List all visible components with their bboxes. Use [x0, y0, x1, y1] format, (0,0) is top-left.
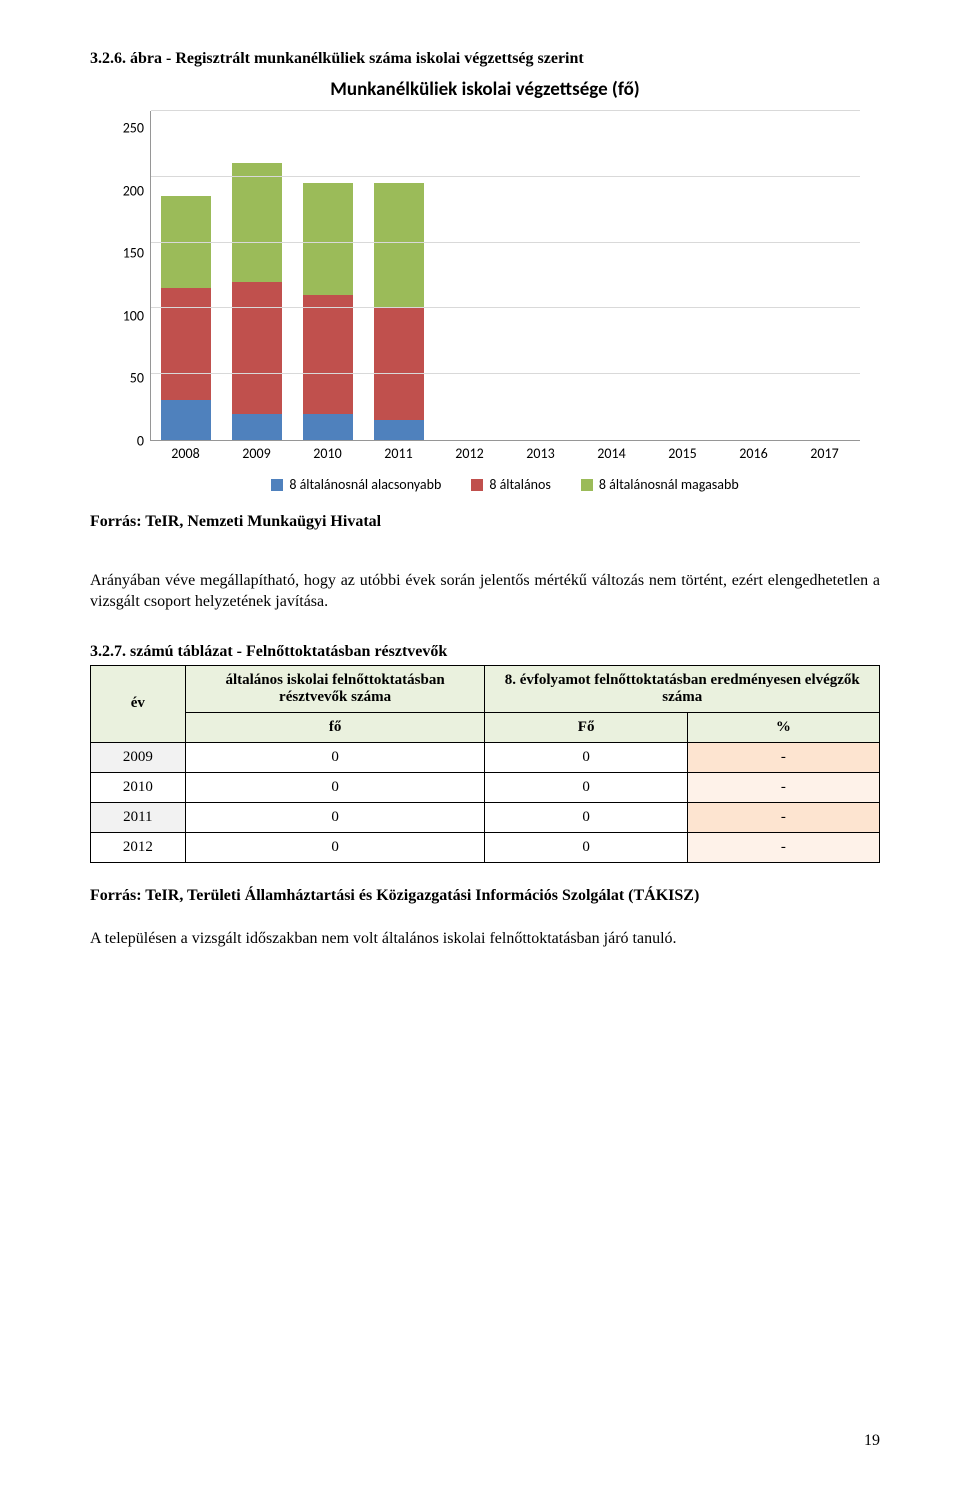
bar-segment — [303, 295, 353, 414]
table-row: 201100- — [91, 802, 880, 832]
x-tick: 2010 — [303, 445, 353, 462]
table-cell: 0 — [185, 742, 485, 772]
bar-segment — [161, 288, 211, 400]
col-year: év — [91, 665, 186, 742]
subcol-pct: % — [687, 712, 879, 742]
bar-segment — [374, 183, 424, 308]
legend-item: 8 általánosnál magasabb — [581, 476, 739, 493]
page-number: 19 — [864, 1432, 880, 1450]
x-tick: 2008 — [161, 445, 211, 462]
bar-column — [232, 163, 282, 440]
col-graduates: 8. évfolyamot felnőttoktatásban eredmény… — [485, 665, 880, 712]
bar-column — [161, 196, 211, 440]
bar-column — [374, 183, 424, 440]
table-row: 201000- — [91, 772, 880, 802]
chart-container: Munkanélküliek iskolai végzettsége (fő) … — [110, 78, 860, 493]
x-tick: 2014 — [587, 445, 637, 462]
table-cell: - — [687, 832, 879, 862]
table-cell: - — [687, 772, 879, 802]
y-tick: 50 — [130, 370, 144, 387]
bar-segment — [232, 282, 282, 414]
chart-title: Munkanélküliek iskolai végzettsége (fő) — [110, 78, 860, 101]
y-tick: 200 — [123, 182, 144, 199]
y-tick: 150 — [123, 245, 144, 262]
table-cell: 0 — [485, 832, 687, 862]
legend-swatch — [581, 479, 593, 491]
legend-item: 8 általános — [471, 476, 551, 493]
table-cell: 0 — [185, 832, 485, 862]
table-row: 200900- — [91, 742, 880, 772]
x-tick: 2016 — [729, 445, 779, 462]
analysis-paragraph: Arányában véve megállapítható, hogy az u… — [90, 571, 880, 613]
table-cell: 2009 — [91, 742, 186, 772]
subcol-fo2: Fő — [485, 712, 687, 742]
legend-label: 8 általánosnál magasabb — [599, 476, 739, 493]
legend-swatch — [471, 479, 483, 491]
bar-column — [303, 183, 353, 440]
table-cell: 2010 — [91, 772, 186, 802]
chart-plot-area: 250200150100500 — [110, 111, 860, 441]
plot — [150, 111, 860, 441]
bars-group — [151, 111, 860, 440]
y-axis: 250200150100500 — [110, 111, 150, 441]
legend-item: 8 általánosnál alacsonyabb — [271, 476, 441, 493]
table-cell: - — [687, 742, 879, 772]
x-tick: 2011 — [374, 445, 424, 462]
x-tick: 2009 — [232, 445, 282, 462]
legend-swatch — [271, 479, 283, 491]
table-cell: 0 — [485, 742, 687, 772]
x-tick: 2015 — [658, 445, 708, 462]
legend-label: 8 általánosnál alacsonyabb — [289, 476, 441, 493]
y-tick: 100 — [123, 307, 144, 324]
table-cell: 2012 — [91, 832, 186, 862]
x-tick: 2017 — [800, 445, 850, 462]
table-source: Forrás: TeIR, Területi Államháztartási é… — [90, 887, 880, 905]
subcol-fo: fő — [185, 712, 485, 742]
legend-label: 8 általános — [489, 476, 551, 493]
bar-segment — [374, 308, 424, 420]
x-tick: 2013 — [516, 445, 566, 462]
table-cell: 0 — [485, 802, 687, 832]
bar-segment — [232, 414, 282, 440]
bar-segment — [374, 420, 424, 440]
table-row: 201200- — [91, 832, 880, 862]
table-cell: 0 — [185, 772, 485, 802]
figure-caption: 3.2.6. ábra - Regisztrált munkanélküliek… — [90, 50, 880, 68]
table-cell: 0 — [485, 772, 687, 802]
col-participants: általános iskolai felnőttoktatásban rész… — [185, 665, 485, 712]
bar-segment — [161, 400, 211, 440]
bar-segment — [303, 414, 353, 440]
chart-legend: 8 általánosnál alacsonyabb 8 általános 8 á… — [150, 476, 860, 493]
table-cell: - — [687, 802, 879, 832]
y-tick: 0 — [137, 432, 144, 449]
table-cell: 2011 — [91, 802, 186, 832]
data-table: év általános iskolai felnőttoktatásban r… — [90, 665, 880, 863]
y-tick: 250 — [123, 120, 144, 137]
x-tick: 2012 — [445, 445, 495, 462]
x-axis: 2008 2009 2010 2011 2012 2013 2014 2015 2016 2017 — [150, 441, 860, 462]
bar-segment — [232, 163, 282, 282]
bar-segment — [303, 183, 353, 295]
table-cell: 0 — [185, 802, 485, 832]
chart-source: Forrás: TeIR, Nemzeti Munkaügyi Hivatal — [90, 513, 880, 531]
closing-paragraph: A településen a vizsgált időszakban nem … — [90, 929, 880, 950]
table-caption: 3.2.7. számú táblázat - Felnőttoktatásba… — [90, 643, 880, 661]
